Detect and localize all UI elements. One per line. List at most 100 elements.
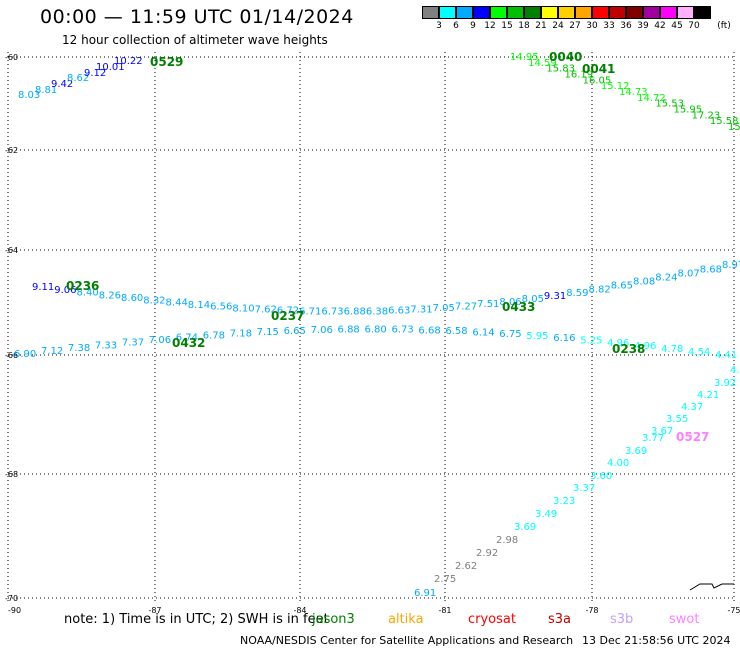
- pass-time-label: 0433: [502, 300, 535, 314]
- wave-height-label: 2.75: [434, 574, 456, 585]
- legend-swatch: [660, 6, 677, 19]
- wave-height-label: 3.67: [651, 426, 673, 437]
- legend-swatch: [490, 6, 507, 19]
- wave-height-label: 5.95: [526, 331, 548, 342]
- satellite-label: s3a: [548, 612, 572, 627]
- latitude-label: -64: [5, 246, 18, 255]
- longitude-label: -90: [8, 606, 21, 615]
- wave-height-label: 6.56: [210, 302, 232, 313]
- longitude-label: -84: [293, 606, 306, 615]
- page-subtitle: 12 hour collection of altimeter wave hei…: [62, 33, 328, 47]
- wave-height-label: 9.11: [32, 282, 54, 293]
- wave-height-label: 7.06: [149, 335, 171, 346]
- satellite-label: altika: [388, 612, 424, 627]
- wave-height-label: 7.37: [122, 338, 144, 349]
- wave-height-label: 8.07: [677, 268, 699, 279]
- longitude-label: -87: [148, 606, 161, 615]
- coastline: [689, 583, 734, 591]
- wave-height-label: 7.38: [68, 343, 90, 354]
- wave-height-label: 10.22: [114, 56, 143, 67]
- wave-height-label: 17.23: [692, 110, 721, 121]
- latitude-label: -66: [5, 351, 18, 360]
- wave-height-label: 3.60: [590, 471, 612, 482]
- wave-height-label: 6.16: [553, 333, 575, 344]
- wave-height-label: 8.26: [99, 290, 121, 301]
- wave-height-label: 8.59: [566, 288, 588, 299]
- wave-height-label: 6.80: [365, 325, 387, 336]
- legend-swatch: [524, 6, 541, 19]
- wave-height-label: 15.58: [710, 116, 739, 127]
- wave-height-label: 14.59: [528, 58, 557, 69]
- legend-swatch: [541, 6, 558, 19]
- wave-height-label: 6.74: [176, 333, 198, 344]
- pass-time-label: 0237: [271, 309, 304, 323]
- pass-time-label: 0236: [66, 279, 99, 293]
- legend-swatch: [643, 6, 660, 19]
- wave-height-label: 6.68: [418, 325, 440, 336]
- longitude-label: -78: [585, 606, 598, 615]
- wave-height-label: 15.12: [601, 81, 630, 92]
- wave-height-label: 3.69: [625, 446, 647, 457]
- wave-height-label: 8.40: [77, 288, 99, 299]
- wave-height-label: 7.18: [230, 329, 252, 340]
- wave-height-label: 6.88: [344, 307, 366, 318]
- wave-height-label: 8.03: [18, 90, 40, 101]
- latitude-label: -68: [5, 470, 18, 479]
- wave-height-label: 4.00: [607, 458, 629, 469]
- pass-time-label: 0238: [612, 342, 645, 356]
- legend-label: 9: [470, 21, 476, 31]
- wave-height-label: 8.05: [522, 294, 544, 305]
- wave-height-label: 7.62: [255, 305, 277, 316]
- legend-label: 12: [484, 21, 496, 31]
- satellite-label: swot: [669, 612, 700, 627]
- wave-height-label: 2.62: [455, 561, 477, 572]
- wave-height-label: 8.08: [633, 277, 655, 288]
- legend-swatch: [507, 6, 524, 19]
- wave-height-label: 6.91: [414, 588, 436, 599]
- wave-height-label: 4.78: [661, 344, 683, 355]
- wave-height-label: 14.95: [510, 52, 539, 63]
- legend-swatch: [558, 6, 575, 19]
- wave-height-label: 15.83: [546, 64, 575, 75]
- page-title: 00:00 — 11:59 UTC 01/14/2024: [40, 6, 354, 28]
- wave-height-label: 7.12: [41, 346, 63, 357]
- wave-height-label: 8.65: [611, 281, 633, 292]
- legend-label: 27: [569, 21, 581, 31]
- legend-label: 70: [688, 21, 700, 31]
- legend-label: 36: [620, 21, 632, 31]
- wave-height-label: 8.97: [722, 260, 740, 271]
- wave-height-label: 6.90: [14, 349, 36, 360]
- wave-height-label: 10.01: [96, 62, 125, 73]
- wave-height-label: 4.: [730, 365, 740, 376]
- wave-height-label: 8.82: [588, 284, 610, 295]
- legend-label: 18: [518, 21, 530, 31]
- wave-height-label: 6.58: [445, 326, 467, 337]
- pass-time-label: 0041: [582, 62, 615, 76]
- wave-height-label: 16.19: [565, 70, 594, 81]
- pass-time-label: 0529: [150, 55, 183, 69]
- latitude-label: -70: [5, 594, 18, 603]
- wave-height-label: 8.44: [166, 298, 188, 309]
- wave-height-label: 9.12: [84, 68, 106, 79]
- wave-height-label: 9.42: [51, 79, 73, 90]
- legend-swatch: [677, 6, 694, 19]
- legend-swatch: [422, 6, 439, 19]
- wave-height-label: 6.73: [391, 325, 413, 336]
- wave-height-label: 15.95: [728, 122, 740, 133]
- credit-line: NOAA/NESDIS Center for Satellite Applica…: [240, 634, 574, 647]
- wave-height-label: 6.65: [284, 326, 306, 337]
- legend-label: 21: [535, 21, 547, 31]
- wave-height-label: 6.38: [366, 306, 388, 317]
- wave-height-label: 4.54: [688, 347, 710, 358]
- latitude-label: -62: [5, 146, 18, 155]
- wave-height-label: 6.75: [499, 329, 521, 340]
- wave-height-label: 14.72: [637, 93, 666, 104]
- legend-swatch: [473, 6, 490, 19]
- legend-label: 39: [637, 21, 649, 31]
- legend-label: 24: [552, 21, 564, 31]
- wave-height-label: 8.14: [188, 300, 210, 311]
- wave-height-label: 7.27: [455, 301, 477, 312]
- legend-label: 45: [671, 21, 683, 31]
- timestamp: 13 Dec 21:58:56 UTC 2024: [582, 634, 731, 647]
